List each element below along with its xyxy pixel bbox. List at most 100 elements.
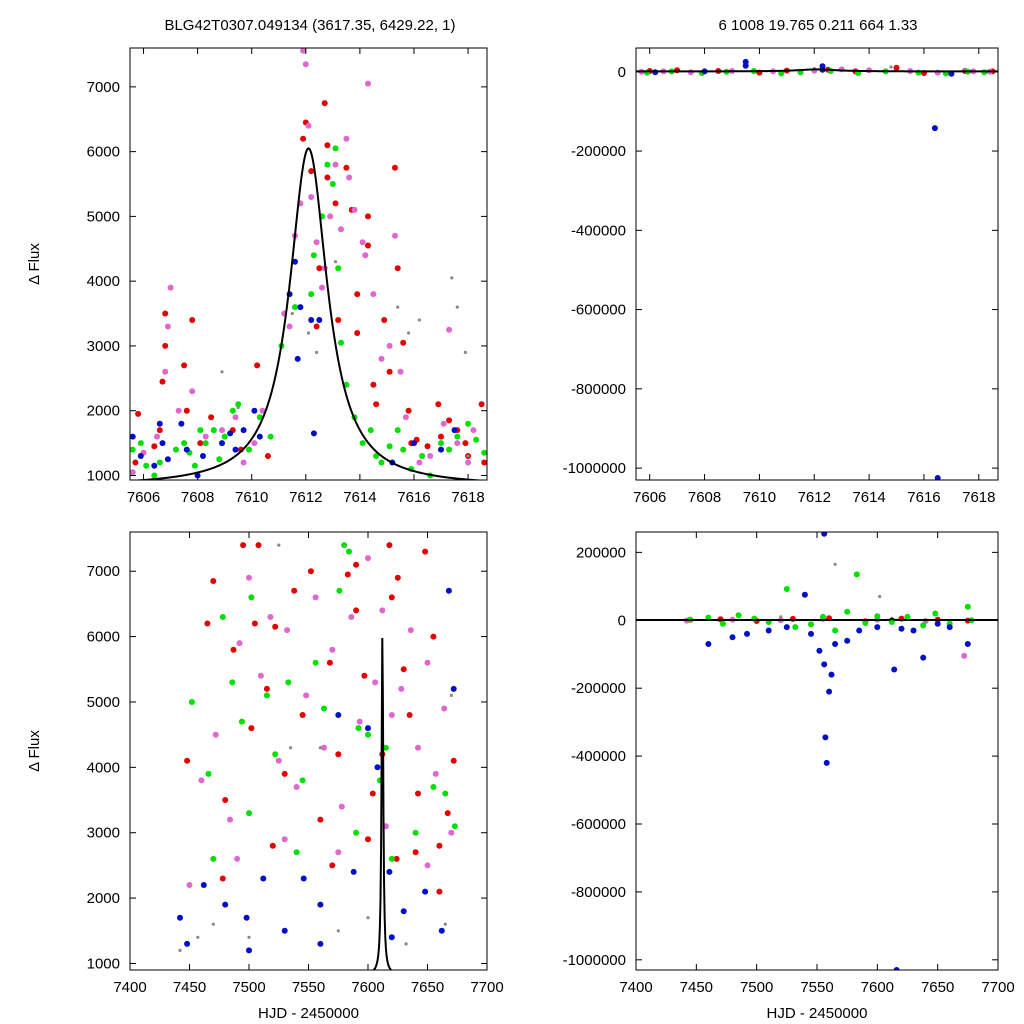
data-point-magenta [338,226,344,233]
x-tick-label: 7608 [181,489,214,506]
data-point-grey [889,65,893,69]
axis-frame [129,531,488,971]
data-point-blue [422,888,429,895]
data-point-green [130,446,136,453]
data-point-blue [411,440,417,447]
data-point-red [184,757,191,764]
data-point-red [307,568,314,575]
data-point-green [205,770,212,777]
data-point-magenta [308,194,315,200]
data-point-green [267,433,274,440]
data-point-green [341,542,348,549]
data-point-blue [178,420,185,427]
y-tick-label: 7000 [87,563,120,580]
y-tick-label: 2000 [87,403,120,420]
data-point-blue [828,671,835,678]
data-point-magenta [365,80,371,87]
y-tick-label: 0 [618,64,626,81]
data-point-green [292,304,298,311]
y-tick-label: 200000 [576,544,626,561]
x-axis-label: HJD - 2450000 [258,1005,359,1022]
data-point-grey [772,43,775,46]
data-point-magenta [303,692,310,699]
data-point-magenta [432,770,439,777]
x-tick-label: 7610 [235,489,268,506]
data-point-red [326,659,333,666]
data-point-magenta [219,427,225,434]
data-point-green [329,181,336,187]
data-point-grey [466,454,470,458]
data-point-magenta [338,803,345,810]
data-point-green [324,161,331,168]
data-point-magenta [332,161,339,168]
data-point-green [355,725,362,732]
data-point-blue [294,355,301,362]
data-point-magenta [386,342,393,349]
x-tick-label: 7606 [127,489,160,506]
data-point-blue [130,433,136,440]
data-point-blue [729,634,736,641]
data-point-red [481,459,487,466]
data-point-green [188,699,195,705]
data-point-blue [844,637,851,644]
data-point-red [230,646,237,653]
data-point-red [329,862,336,869]
data-point-red [162,310,169,317]
data-point-red [135,410,142,417]
data-point-magenta [259,407,266,414]
data-point-red [183,407,190,414]
data-point-green [382,744,389,751]
plot-area [636,532,998,970]
data-point-green [229,407,236,414]
data-point-red [388,594,395,601]
y-tick-label: 3000 [87,338,120,355]
data-point-magenta [397,368,404,375]
y-tick-label: 5000 [87,694,120,711]
x-tick-label: 7616 [397,489,430,506]
data-point-blue [920,654,927,661]
y-tick-label: -800000 [571,884,626,901]
data-point-blue [137,453,144,459]
data-point-green [365,731,371,738]
data-point-magenta [236,640,243,647]
data-point-green [862,620,869,626]
model-curve [636,68,998,73]
y-tick-label: 6000 [87,629,120,646]
data-point-blue [317,901,324,908]
data-point-green [151,472,158,479]
data-point-magenta [446,326,453,333]
data-point-blue [765,627,772,634]
axis-frame [635,47,999,481]
data-point-red [405,407,412,414]
data-point-green [820,613,826,620]
data-point-magenta [370,291,377,298]
data-point-green [473,436,480,443]
data-point-green [353,829,360,836]
data-point-red [430,633,437,640]
data-point-grey [220,370,224,374]
data-point-green [832,627,839,634]
data-point-green [451,823,458,830]
data-point-magenta [415,744,421,751]
data-point-blue [821,661,828,668]
data-point-green [335,265,342,272]
data-point-magenta [454,440,461,447]
data-point-blue [400,908,407,915]
data-point-magenta [154,433,160,440]
x-tick-label: 7550 [800,979,833,996]
data-point-blue [388,934,395,941]
data-point-grey [247,935,251,939]
data-point-red [254,362,261,369]
data-point-magenta [465,459,472,466]
data-point-magenta [388,712,395,718]
data-point-magenta [267,614,274,620]
data-point-blue [222,901,229,908]
data-point-grey [779,615,783,619]
data-point-magenta [427,453,434,459]
data-point-green [419,453,426,459]
y-tick-label: 7000 [87,79,120,96]
data-point-magenta [343,135,350,142]
data-point-blue [246,947,252,954]
data-point-blue [350,868,357,875]
data-point-green [394,427,401,434]
